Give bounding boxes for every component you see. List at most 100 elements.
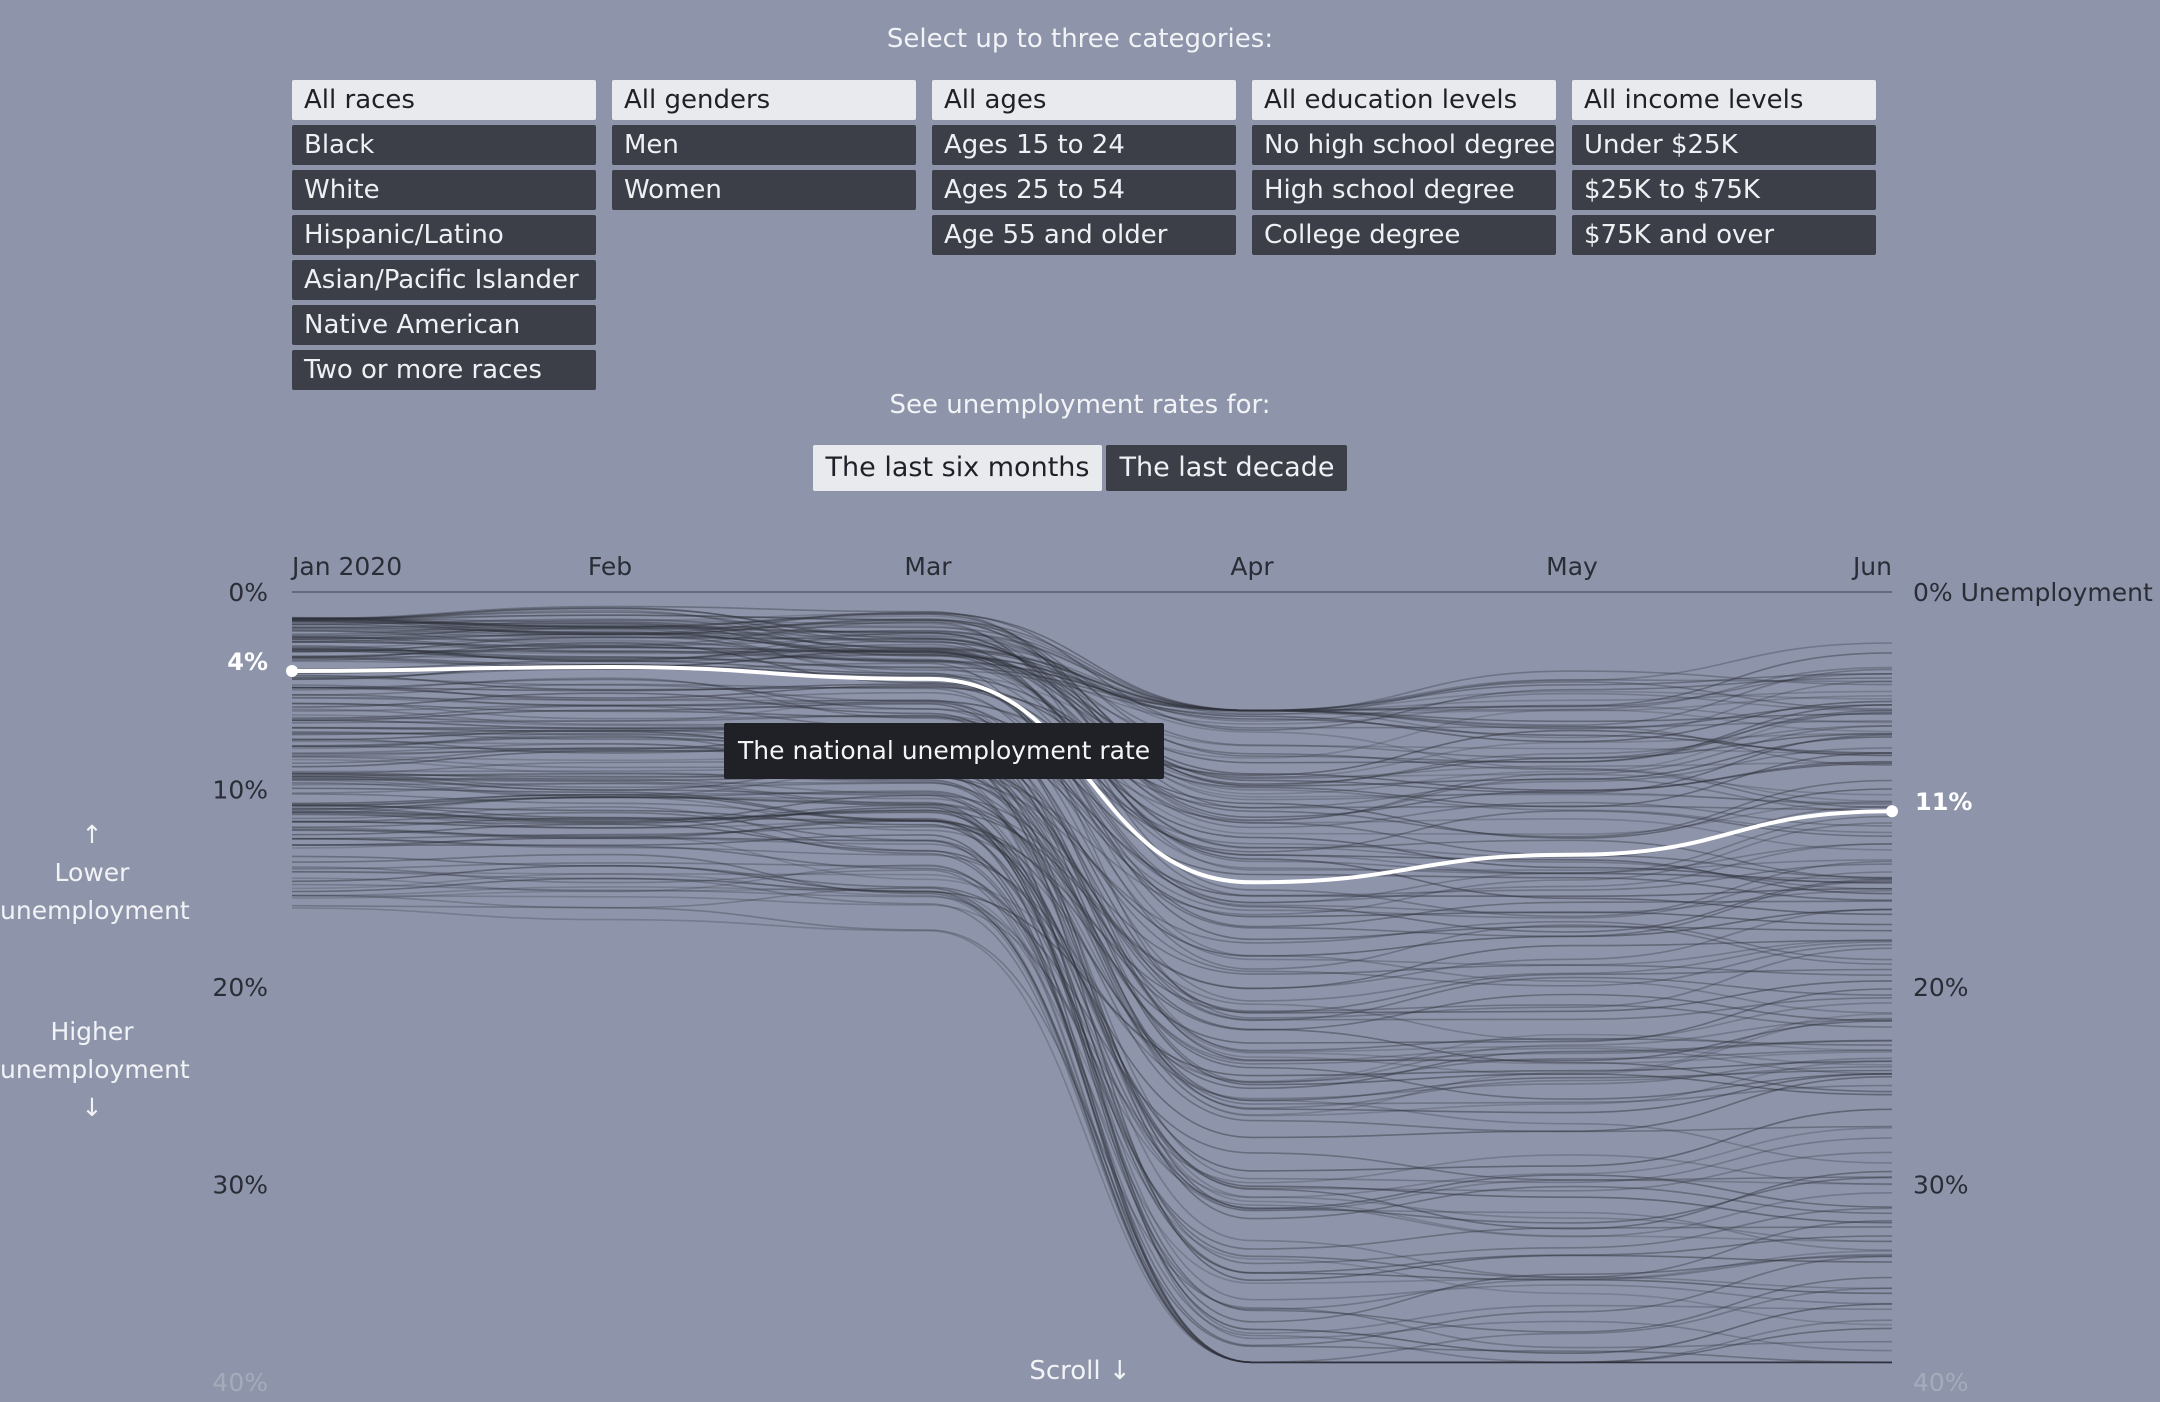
demographic-line [291, 806, 1893, 1364]
end-point [1886, 805, 1898, 818]
demographic-line [291, 738, 1893, 1052]
demographic-line [291, 904, 1893, 1349]
demographic-line [291, 823, 1893, 1139]
x-tick-label: Jun [1851, 552, 1892, 581]
demographic-lines [291, 605, 1893, 1364]
option-25k-to-75k[interactable]: $25K to $75K [1572, 170, 1876, 210]
demographic-line [291, 629, 1893, 759]
range-decade-button[interactable]: The last decade [1106, 445, 1348, 491]
demographic-line [291, 749, 1893, 1022]
y-tick-label-right: 30% [1913, 1171, 1969, 1200]
option-all-races[interactable]: All races [292, 80, 596, 120]
demographic-line [291, 616, 1893, 727]
demographic-line [291, 611, 1893, 809]
option-two-or-more-races[interactable]: Two or more races [292, 350, 596, 390]
scroll-hint[interactable]: Scroll ↓ [1029, 1356, 1131, 1386]
demographic-line [291, 705, 1893, 1021]
demographic-line [291, 894, 1893, 1186]
down-arrow-icon: ↓ [81, 1093, 103, 1122]
x-tick-label: May [1546, 552, 1598, 581]
demographic-line [291, 618, 1893, 796]
demographic-line [291, 637, 1893, 725]
demographic-line [291, 699, 1893, 1002]
demographic-line [291, 864, 1893, 1077]
demographic-line [291, 617, 1893, 712]
option-all-genders[interactable]: All genders [612, 80, 916, 120]
option-all-income-levels[interactable]: All income levels [1572, 80, 1876, 120]
demographic-line [291, 636, 1893, 755]
national-rate-line [291, 664, 1893, 885]
demographic-line [291, 714, 1893, 1083]
demographic-line [291, 758, 1893, 1242]
demographic-line [291, 607, 1893, 785]
education-options: All education levels No high school degr… [1252, 80, 1556, 260]
option-black[interactable]: Black [292, 125, 596, 165]
y-tick-label-left: 20% [212, 973, 268, 1002]
option-hispanic-latino[interactable]: Hispanic/Latino [292, 215, 596, 255]
range-six-months-button[interactable]: The last six months [812, 445, 1103, 491]
demographic-line [291, 777, 1893, 976]
option-ages-25-to-54[interactable]: Ages 25 to 54 [932, 170, 1236, 210]
demographic-line [291, 782, 1893, 1133]
y-tick-label-right: 40% [1913, 1368, 1969, 1397]
demographic-line [291, 641, 1893, 730]
option-men[interactable]: Men [612, 125, 916, 165]
demographic-line [291, 693, 1893, 938]
demographic-line [291, 772, 1893, 1065]
demographic-line [291, 699, 1893, 1066]
demographic-line [291, 633, 1893, 780]
option-age-55-and-older[interactable]: Age 55 and older [932, 215, 1236, 255]
demographic-line [291, 877, 1893, 1364]
demographic-line [291, 782, 1893, 1305]
option-white[interactable]: White [292, 170, 596, 210]
demographic-line [291, 765, 1893, 1352]
demographic-line [291, 617, 1893, 716]
demographic-line [291, 754, 1893, 1116]
demographic-line [291, 736, 1893, 1220]
demographic-line [291, 778, 1893, 990]
option-all-ages[interactable]: All ages [932, 80, 1236, 120]
demographic-line [291, 623, 1893, 764]
demographic-line [291, 871, 1892, 1364]
x-tick-label: Feb [588, 552, 632, 581]
option-women[interactable]: Women [612, 170, 916, 210]
demographic-line [291, 731, 1893, 987]
demographic-line [291, 794, 1893, 1274]
demographic-line [291, 773, 1893, 1093]
x-tick-label: Mar [904, 552, 952, 581]
option-high-school-degree[interactable]: High school degree [1252, 170, 1556, 210]
option-no-high-school-degree[interactable]: No high school degree [1252, 125, 1556, 165]
option-native-american[interactable]: Native American [292, 305, 596, 345]
demographic-line [291, 613, 1893, 787]
demographic-line [291, 614, 1893, 712]
y-axis-right: 0% Unemployment 20% 30% 40% [1913, 578, 2153, 1397]
demographic-line [291, 691, 1893, 914]
demographic-line [291, 732, 1893, 1117]
demographic-line [291, 771, 1893, 1290]
demographic-line [291, 810, 1893, 1224]
demographic-line [291, 883, 1893, 1238]
demographic-line [291, 624, 1893, 712]
higher-note-line-2: unemployment [0, 1055, 190, 1084]
option-75k-and-over[interactable]: $75K and over [1572, 215, 1876, 255]
demographic-line [291, 838, 1893, 1100]
demographic-line [291, 702, 1893, 1062]
x-axis: Jan 2020 Feb Mar Apr May Jun [290, 552, 1892, 581]
demographic-line [291, 662, 1893, 1019]
demographic-line [291, 702, 1893, 859]
option-asian-pacific-islander[interactable]: Asian/Pacific Islander [292, 260, 596, 300]
demographic-line [291, 702, 1893, 901]
option-ages-15-to-24[interactable]: Ages 15 to 24 [932, 125, 1236, 165]
demographic-line [291, 627, 1893, 759]
option-under-25k[interactable]: Under $25K [1572, 125, 1876, 165]
option-all-education-levels[interactable]: All education levels [1252, 80, 1556, 120]
y-tick-label-left: 10% [212, 776, 268, 805]
demographic-line [291, 614, 1893, 805]
demographic-line [291, 625, 1893, 739]
race-options: All races Black White Hispanic/Latino As… [292, 80, 596, 395]
demographic-line [291, 907, 1892, 1364]
option-college-degree[interactable]: College degree [1252, 215, 1556, 255]
demographic-line [291, 621, 1893, 712]
demographic-line [291, 811, 1893, 1279]
